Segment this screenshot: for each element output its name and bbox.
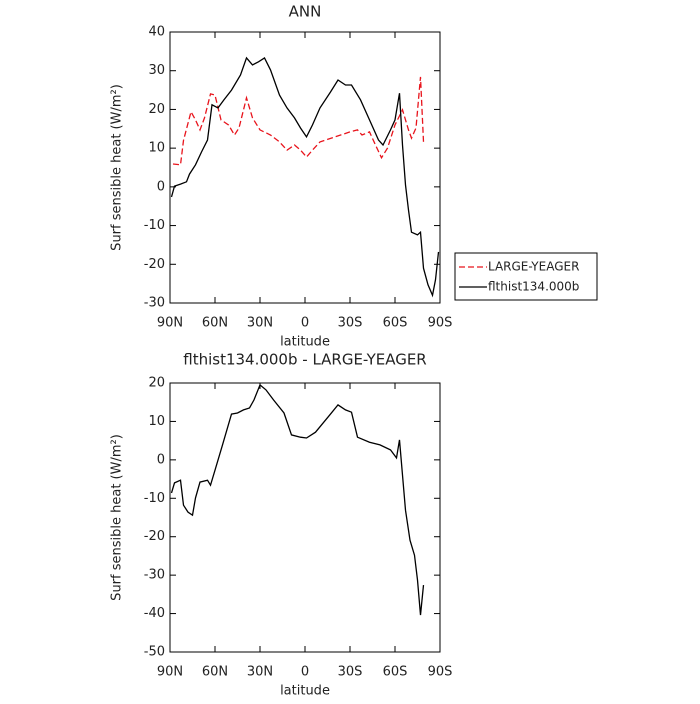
y-axis-label: Surf sensible heat (W/m²): [110, 84, 125, 251]
y-axis-label: Surf sensible heat (W/m²): [110, 434, 125, 601]
x-tick-label: 90S: [428, 316, 453, 331]
x-axis-label: latitude: [280, 335, 330, 350]
chart-title: flthist134.000b - LARGE-YEAGER: [183, 351, 426, 369]
y-tick-label: -20: [144, 257, 165, 272]
y-tick-label: -30: [144, 296, 165, 311]
y-tick-label: 10: [148, 141, 165, 156]
y-tick-label: 30: [148, 63, 165, 78]
x-tick-label: 30S: [338, 665, 363, 680]
x-tick-label: 90S: [428, 665, 453, 680]
plot-frame: [169, 382, 441, 653]
y-tick-label: 0: [157, 179, 165, 194]
data-line: [170, 56, 440, 298]
y-tick-label: 0: [157, 452, 165, 467]
legend-label: LARGE-YEAGER: [488, 260, 579, 274]
plot-frame: [169, 31, 441, 304]
y-tick-label: -10: [144, 218, 165, 233]
y-tick-label: -20: [144, 529, 165, 544]
legend-box: [454, 252, 598, 301]
x-tick-label: 60N: [202, 316, 228, 331]
x-tick-label: 90N: [157, 316, 183, 331]
x-tick-label: 30N: [247, 316, 273, 331]
y-tick-label: 20: [148, 376, 165, 391]
x-axis-label: latitude: [280, 684, 330, 699]
x-tick-label: 0: [301, 665, 309, 680]
y-tick-label: -30: [144, 568, 165, 583]
y-tick-label: 20: [148, 102, 165, 117]
x-tick-label: 30N: [247, 665, 273, 680]
x-tick-label: 30S: [338, 316, 363, 331]
chart-title: ANN: [289, 3, 322, 21]
data-line: [170, 383, 425, 616]
y-tick-label: -50: [144, 645, 165, 660]
y-tick-label: 40: [148, 25, 165, 40]
x-tick-label: 90N: [157, 665, 183, 680]
x-tick-label: 60N: [202, 665, 228, 680]
y-tick-label: 10: [148, 414, 165, 429]
x-tick-label: 60S: [383, 316, 408, 331]
x-tick-label: 60S: [383, 665, 408, 680]
legend-label: flthist134.000b: [488, 280, 579, 294]
x-tick-label: 0: [301, 316, 309, 331]
data-line: [172, 76, 425, 166]
y-tick-label: -40: [144, 606, 165, 621]
y-tick-label: -10: [144, 491, 165, 506]
